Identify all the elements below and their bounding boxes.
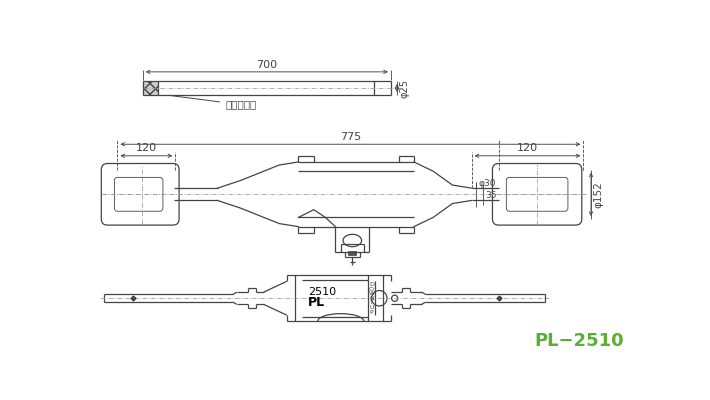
Text: 700: 700 <box>256 60 278 70</box>
Text: ハンドル棒: ハンドル棒 <box>169 95 256 110</box>
FancyBboxPatch shape <box>114 177 163 211</box>
Bar <box>143 81 158 95</box>
Text: φ152: φ152 <box>594 181 604 208</box>
Text: φ30: φ30 <box>479 179 496 188</box>
Text: 775: 775 <box>340 132 361 142</box>
FancyBboxPatch shape <box>506 177 568 211</box>
FancyBboxPatch shape <box>102 164 179 225</box>
Text: 120: 120 <box>517 144 538 154</box>
Text: 2510: 2510 <box>307 287 336 297</box>
Text: PL: PL <box>307 296 324 309</box>
Text: PL−2510: PL−2510 <box>535 332 624 350</box>
Bar <box>349 250 356 255</box>
Text: φ25: φ25 <box>399 78 409 98</box>
FancyBboxPatch shape <box>493 164 581 225</box>
Text: D
O
W
N
↑
U
P: D O W N ↑ U P <box>368 282 375 314</box>
Text: 35: 35 <box>486 191 497 200</box>
Text: 120: 120 <box>136 144 157 154</box>
